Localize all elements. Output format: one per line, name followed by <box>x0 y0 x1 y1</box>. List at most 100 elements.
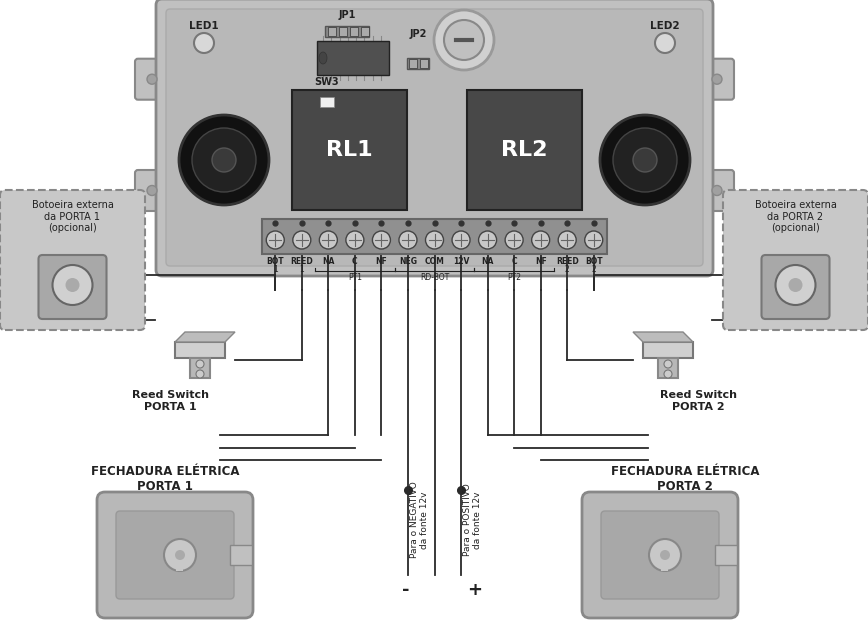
Bar <box>325 26 369 37</box>
Circle shape <box>633 148 657 172</box>
Bar <box>292 90 407 210</box>
Text: PT2: PT2 <box>507 273 521 282</box>
Circle shape <box>399 231 417 249</box>
FancyBboxPatch shape <box>156 0 713 276</box>
Text: +: + <box>468 581 483 599</box>
FancyBboxPatch shape <box>700 170 734 211</box>
Circle shape <box>452 231 470 249</box>
Circle shape <box>478 231 496 249</box>
FancyBboxPatch shape <box>0 190 145 330</box>
Text: REED: REED <box>291 257 313 266</box>
Bar <box>407 58 429 69</box>
Bar <box>661 557 668 571</box>
Text: Botoeira externa
da PORTA 1
(opcional): Botoeira externa da PORTA 1 (opcional) <box>31 200 114 233</box>
FancyBboxPatch shape <box>135 170 169 211</box>
Text: 12V: 12V <box>453 257 470 266</box>
Polygon shape <box>175 342 225 358</box>
Text: NEG: NEG <box>399 257 417 266</box>
Text: RL1: RL1 <box>326 140 373 160</box>
Circle shape <box>196 360 204 368</box>
Circle shape <box>788 278 803 292</box>
Circle shape <box>175 550 185 560</box>
Bar <box>420 59 428 68</box>
Polygon shape <box>633 332 693 342</box>
FancyBboxPatch shape <box>601 511 719 599</box>
Text: FECHADURA ELÉTRICA
PORTA 1: FECHADURA ELÉTRICA PORTA 1 <box>91 465 240 493</box>
Circle shape <box>613 128 677 192</box>
Text: JP2: JP2 <box>410 29 427 39</box>
Circle shape <box>444 20 484 60</box>
FancyBboxPatch shape <box>116 511 234 599</box>
Text: FECHADURA ELÉTRICA
PORTA 2: FECHADURA ELÉTRICA PORTA 2 <box>611 465 760 493</box>
Circle shape <box>425 231 444 249</box>
Bar <box>176 557 183 571</box>
Text: SW3: SW3 <box>315 77 339 87</box>
FancyBboxPatch shape <box>135 58 169 100</box>
Circle shape <box>505 231 523 249</box>
Circle shape <box>558 231 576 249</box>
Ellipse shape <box>319 52 327 64</box>
Circle shape <box>192 128 256 192</box>
Text: C: C <box>511 257 517 266</box>
Text: NA: NA <box>322 257 334 266</box>
Text: REED: REED <box>556 257 579 266</box>
FancyBboxPatch shape <box>166 9 703 266</box>
Text: Reed Switch
PORTA 2: Reed Switch PORTA 2 <box>660 390 737 411</box>
Circle shape <box>664 360 672 368</box>
Circle shape <box>600 115 690 205</box>
Polygon shape <box>643 342 693 358</box>
FancyBboxPatch shape <box>723 190 868 330</box>
Circle shape <box>147 74 157 84</box>
Circle shape <box>585 231 602 249</box>
Text: Reed Switch
PORTA 1: Reed Switch PORTA 1 <box>131 390 208 411</box>
FancyBboxPatch shape <box>700 58 734 100</box>
Circle shape <box>65 278 80 292</box>
Circle shape <box>293 231 311 249</box>
Circle shape <box>712 185 722 196</box>
Circle shape <box>319 231 338 249</box>
Text: BOT: BOT <box>266 257 284 266</box>
Text: NF: NF <box>376 257 387 266</box>
Circle shape <box>266 231 284 249</box>
Circle shape <box>52 265 93 305</box>
Text: 2: 2 <box>591 265 596 274</box>
Circle shape <box>532 231 549 249</box>
Text: Para o POSITIVO
da fonte 12v: Para o POSITIVO da fonte 12v <box>463 484 483 556</box>
Text: COM: COM <box>424 257 444 266</box>
Text: -: - <box>402 581 410 599</box>
Circle shape <box>664 370 672 378</box>
FancyBboxPatch shape <box>38 255 107 319</box>
Polygon shape <box>658 358 678 378</box>
Circle shape <box>655 33 675 53</box>
Text: 2: 2 <box>565 265 569 274</box>
Text: BOT: BOT <box>585 257 602 266</box>
FancyBboxPatch shape <box>97 492 253 618</box>
Circle shape <box>712 74 722 84</box>
Circle shape <box>434 10 494 70</box>
Bar <box>350 27 358 36</box>
Bar <box>467 90 582 210</box>
Text: NF: NF <box>535 257 547 266</box>
Text: JP1: JP1 <box>339 10 356 20</box>
Circle shape <box>212 148 236 172</box>
FancyBboxPatch shape <box>761 255 830 319</box>
Circle shape <box>194 33 214 53</box>
Polygon shape <box>190 358 210 378</box>
Bar <box>328 27 336 36</box>
Bar <box>320 97 334 107</box>
FancyBboxPatch shape <box>316 90 338 118</box>
Text: 1: 1 <box>299 265 304 274</box>
Text: Para o NEGATIVO
da fonte 12v: Para o NEGATIVO da fonte 12v <box>410 481 430 558</box>
Text: 1: 1 <box>273 265 278 274</box>
Bar <box>230 545 252 565</box>
Bar <box>262 219 607 254</box>
Circle shape <box>649 539 681 571</box>
Text: NA: NA <box>482 257 494 266</box>
Circle shape <box>147 185 157 196</box>
Circle shape <box>196 370 204 378</box>
Polygon shape <box>175 332 235 342</box>
Text: RL2: RL2 <box>501 140 548 160</box>
Text: PT1: PT1 <box>348 273 362 282</box>
Circle shape <box>179 115 269 205</box>
Text: RD-BOT: RD-BOT <box>420 273 449 282</box>
